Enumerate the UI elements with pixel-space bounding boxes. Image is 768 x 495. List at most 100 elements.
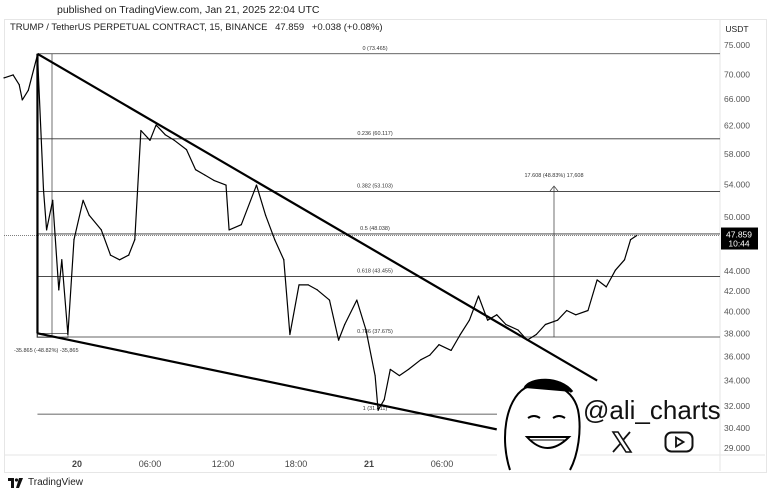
price-point <box>535 333 537 336</box>
price-point <box>289 333 291 336</box>
fib-level-label: 1 (31.411) <box>363 406 388 412</box>
price-point <box>134 239 136 241</box>
currency-label: USDT <box>725 24 748 34</box>
price-point <box>21 99 23 101</box>
price-point <box>52 199 54 201</box>
price-point <box>566 309 568 312</box>
price-point <box>459 333 461 336</box>
price-point <box>185 149 188 151</box>
price-point <box>468 319 470 321</box>
measure-label-down: -35.865 (-48.82%) -35,865 <box>14 348 79 354</box>
y-tick-label: 30.400 <box>724 423 750 433</box>
price-point <box>636 234 638 237</box>
symbol-header: TRUMP / TetherUS PERPETUAL CONTRACT, 15,… <box>10 22 388 33</box>
price-point <box>195 169 197 171</box>
price-point <box>164 134 166 136</box>
price-point <box>274 239 276 241</box>
price-point <box>596 279 598 281</box>
y-tick-label: 70.000 <box>724 69 750 79</box>
fib-level-label: 0.5 (48.038) <box>360 226 390 232</box>
price-point <box>18 84 20 86</box>
price-point <box>42 189 45 191</box>
price-point <box>213 179 215 182</box>
x-tick-label: 21 <box>364 459 374 469</box>
y-tick-label: 44.000 <box>724 266 750 276</box>
price-point <box>420 359 422 361</box>
tradingview-logo[interactable]: TradingView <box>8 477 83 488</box>
price-point <box>505 323 507 326</box>
price-point <box>109 254 112 256</box>
price-point <box>517 329 519 331</box>
price-point <box>61 259 63 261</box>
y-tick-label: 36.000 <box>724 351 750 361</box>
y-tick-label: 40.000 <box>724 307 750 317</box>
price-point <box>73 239 75 241</box>
price-point <box>623 259 626 261</box>
symbol-change: +0.038 (+0.08%) <box>311 22 383 33</box>
price-point <box>316 289 318 291</box>
price-point <box>82 199 84 201</box>
price-point <box>383 399 385 401</box>
price-point <box>240 224 242 226</box>
price-point <box>328 299 331 301</box>
price-point <box>264 214 267 216</box>
published-note: published on TradingView.com, Jan 21, 20… <box>57 4 320 16</box>
avatar-face-icon <box>504 382 581 471</box>
avatar-eyes-icon <box>527 415 566 419</box>
price-point <box>556 319 559 321</box>
y-tick-label: 75.000 <box>724 40 750 50</box>
y-tick-label: 29.000 <box>724 443 750 453</box>
price-point <box>88 214 90 216</box>
price-point <box>27 89 29 91</box>
price-point <box>356 299 358 301</box>
fib-level-label: 0.618 (43.455) <box>357 268 393 274</box>
fib-level-label: 0.236 (60.117) <box>357 131 393 137</box>
price-point <box>477 295 480 297</box>
x-logo-icon <box>611 431 633 453</box>
y-tick-label: 32.000 <box>724 401 750 411</box>
price-point <box>12 74 14 76</box>
arrow-up-icon <box>549 185 559 192</box>
price-point <box>344 323 346 326</box>
x-tick-label: 12:00 <box>212 459 235 469</box>
price-point <box>398 374 401 377</box>
watermark-handle: @ali_charts <box>583 395 721 425</box>
y-tick-label: 58.000 <box>724 149 750 159</box>
fib-level-label: 0 (73.465) <box>362 46 387 52</box>
wedge-upper-trendline <box>36 52 598 382</box>
tradingview-logo-icon <box>8 477 23 488</box>
price-point <box>100 229 102 231</box>
price-point <box>228 229 230 231</box>
price-point <box>575 314 577 316</box>
price-point <box>374 374 376 377</box>
y-tick-label: 66.000 <box>724 94 750 104</box>
y-tick-label: 34.000 <box>724 376 750 386</box>
x-tick-label: 06:00 <box>139 459 162 469</box>
price-point <box>605 286 607 288</box>
price-point <box>225 184 227 186</box>
x-tick-label: 18:00 <box>285 459 308 469</box>
price-point <box>629 239 632 241</box>
price-point <box>204 174 206 176</box>
y-tick-label: 50.000 <box>724 212 750 222</box>
price-point <box>438 344 440 346</box>
price-point <box>58 289 60 291</box>
y-tick-label: 62.000 <box>724 121 750 131</box>
y-tick-label: 38.000 <box>724 328 750 338</box>
price-point <box>155 124 157 126</box>
price-point <box>587 309 589 312</box>
last-price-value: 47.859 <box>726 230 752 240</box>
price-point <box>450 349 452 352</box>
price-point <box>45 229 48 231</box>
price-point <box>429 354 431 356</box>
price-point <box>389 368 391 371</box>
symbol-price: 47.859 <box>275 22 305 33</box>
symbol-name[interactable]: TRUMP / TetherUS PERPETUAL CONTRACT, 15,… <box>10 22 268 33</box>
price-point <box>298 284 300 286</box>
avatar-hair-icon <box>523 378 574 394</box>
price-point <box>118 259 121 261</box>
price-point <box>614 269 616 271</box>
y-tick-label: 54.000 <box>724 179 750 189</box>
youtube-icon <box>664 431 694 453</box>
